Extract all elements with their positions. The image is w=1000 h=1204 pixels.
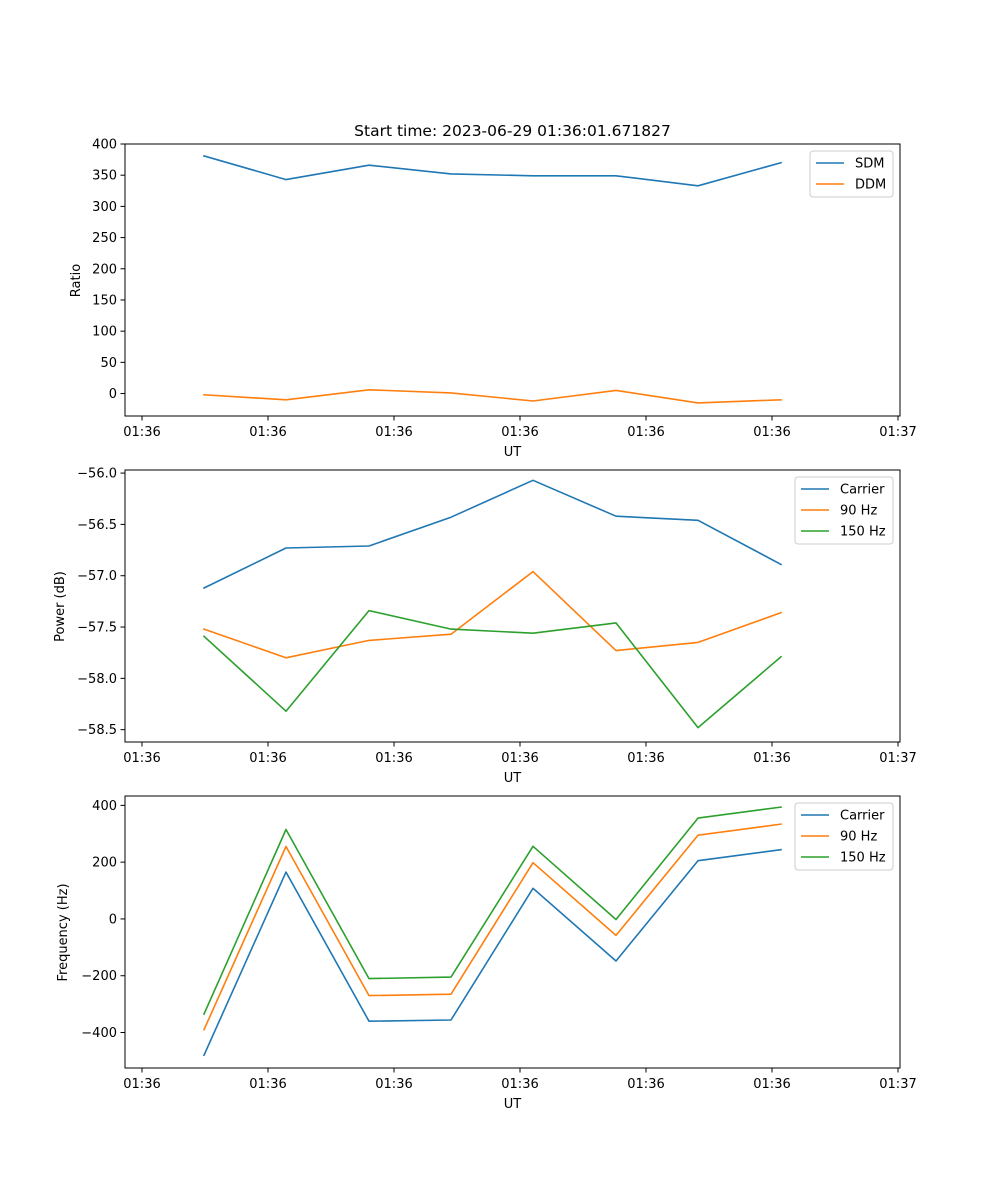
x-tick-label: 01:36 <box>627 425 664 440</box>
series-line-carrier <box>202 479 783 590</box>
legend: Carrier 90 Hz 150 Hz <box>794 476 894 545</box>
x-tick-label: 01:36 <box>627 751 664 766</box>
y-tick-label: 50 <box>100 356 117 371</box>
legend-box <box>794 802 894 871</box>
series-line-carrier <box>202 848 782 1057</box>
legend-label: 150 Hz <box>840 851 886 866</box>
legend-label: 90 Hz <box>840 830 877 845</box>
legend: Carrier 90 Hz 150 Hz <box>794 802 894 871</box>
y-tick-label: −58.0 <box>77 672 117 687</box>
x-tick-label: 01:36 <box>501 425 538 440</box>
x-tick-label: 01:36 <box>375 1077 412 1092</box>
subplot-power: UT Power (dB) 01:36 01:36 01:36 01:36 01:36 0… <box>53 467 917 786</box>
chart-title: Start time: 2023-06-29 01:36:01.671827 <box>354 122 671 140</box>
x-tick-label: 01:36 <box>123 751 160 766</box>
x-tick-label: 01:36 <box>249 751 286 766</box>
y-tick-label: −57.5 <box>77 621 117 636</box>
legend: SDM DDM <box>809 150 894 198</box>
subplot-frequency: UT Frequency (Hz) 01:36 01:36 01:36 01:36 01… <box>56 795 917 1112</box>
x-tick-label: 01:37 <box>879 425 916 440</box>
y-tick-label: −56.5 <box>77 518 117 533</box>
x-tick-label: 01:37 <box>879 751 916 766</box>
x-tick-label: 01:36 <box>501 1077 538 1092</box>
y-tick-label: −200 <box>81 969 117 984</box>
y-axis-label: Frequency (Hz) <box>56 883 71 981</box>
legend-label: 150 Hz <box>840 525 886 540</box>
legend-label: Carrier <box>840 809 885 824</box>
y-tick-label: 200 <box>92 856 117 871</box>
series-line-ddm <box>203 388 782 404</box>
series-line-150-hz <box>202 609 783 729</box>
y-tick-label: −56.0 <box>77 467 117 482</box>
x-axis-label: UT <box>504 445 522 460</box>
x-tick-label: 01:36 <box>753 425 790 440</box>
series-line-sdm <box>203 154 782 187</box>
legend-label: DDM <box>855 178 886 193</box>
y-tick-label: 400 <box>92 138 117 153</box>
y-tick-label: 250 <box>92 231 117 246</box>
x-tick-label: 01:36 <box>123 425 160 440</box>
x-axis-label: UT <box>504 1097 522 1112</box>
y-tick-label: 400 <box>92 799 117 814</box>
y-tick-label: 150 <box>92 293 117 308</box>
series-line-90-hz <box>202 823 782 1031</box>
y-tick-label: 0 <box>109 387 117 402</box>
y-tick-label: −58.5 <box>77 723 117 738</box>
x-tick-label: 01:36 <box>375 425 412 440</box>
legend-box <box>794 476 894 545</box>
axes-frame <box>124 795 901 1069</box>
series-line-90-hz <box>202 570 783 659</box>
y-tick-label: 100 <box>92 325 117 340</box>
x-axis-label: UT <box>504 771 522 786</box>
y-tick-label: −400 <box>81 1026 117 1041</box>
series-line-150-hz <box>202 806 782 1016</box>
y-tick-label: −57.0 <box>77 569 117 584</box>
x-tick-label: 01:36 <box>123 1077 160 1092</box>
x-tick-label: 01:36 <box>375 751 412 766</box>
legend-label: 90 Hz <box>840 504 877 519</box>
axes-frame <box>124 143 901 417</box>
x-tick-label: 01:36 <box>627 1077 664 1092</box>
x-tick-label: 01:36 <box>249 1077 286 1092</box>
legend-label: SDM <box>855 157 884 172</box>
x-tick-label: 01:36 <box>753 751 790 766</box>
y-tick-label: 300 <box>92 200 117 215</box>
y-axis-label: Power (dB) <box>53 571 68 642</box>
y-tick-label: 0 <box>109 912 117 927</box>
x-tick-label: 01:37 <box>879 1077 916 1092</box>
y-tick-label: 200 <box>92 262 117 277</box>
legend-label: Carrier <box>840 483 885 498</box>
x-tick-label: 01:36 <box>753 1077 790 1092</box>
x-tick-label: 01:36 <box>249 425 286 440</box>
x-tick-label: 01:36 <box>501 751 538 766</box>
subplot-ratio: UT Ratio 01:36 01:36 01:36 01:36 01:36 01:36 0… <box>69 138 917 461</box>
axes-frame <box>124 469 901 743</box>
y-axis-label: Ratio <box>69 264 84 297</box>
y-tick-label: 350 <box>92 169 117 184</box>
